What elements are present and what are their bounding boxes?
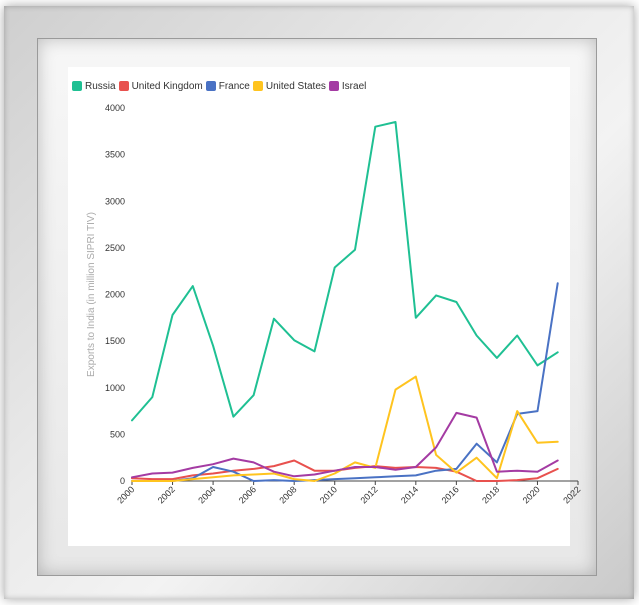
series-line-france <box>131 282 559 482</box>
y-tick-label: 500 <box>110 429 125 439</box>
y-tick-label: 3000 <box>105 196 125 206</box>
y-tick-label: 2000 <box>105 290 125 300</box>
legend-label: United Kingdom <box>131 80 203 92</box>
series-line-russia <box>131 121 559 422</box>
y-tick-label: 1500 <box>105 336 125 346</box>
y-axis-title: Exports to India (in million SIPRI TIV) <box>86 212 97 377</box>
legend-item[interactable]: France <box>205 80 250 92</box>
y-tick-label: 2500 <box>105 243 125 253</box>
legend-swatch <box>72 81 82 91</box>
y-tick-label: 1000 <box>105 383 125 393</box>
x-tick-label: 2016 <box>440 484 461 505</box>
x-tick-label: 2018 <box>480 484 501 505</box>
legend-label: United States <box>265 80 326 92</box>
x-tick-label: 2020 <box>521 484 542 505</box>
legend-label: France <box>218 80 250 92</box>
x-tick-label: 2012 <box>358 484 379 505</box>
y-tick-label: 0 <box>120 476 125 486</box>
legend-item[interactable]: Russia <box>72 81 116 92</box>
legend-swatch <box>118 81 129 91</box>
legend-swatch <box>205 81 216 91</box>
y-tick-label: 4000 <box>105 103 125 113</box>
legend-swatch <box>328 81 339 91</box>
legend-label: Russia <box>85 80 116 92</box>
legend-item[interactable]: United Kingdom <box>118 80 203 92</box>
x-tick-label: 2014 <box>399 484 420 505</box>
x-tick-label: 2022 <box>561 484 582 505</box>
x-tick-label: 2000 <box>115 484 136 505</box>
x-tick-label: 2004 <box>196 484 217 505</box>
x-tick-label: 2008 <box>277 484 298 505</box>
legend-item[interactable]: United States <box>252 80 326 92</box>
x-tick-label: 2006 <box>237 484 258 505</box>
chart-legend: Russia United Kingdom France United States I… <box>72 79 369 93</box>
legend-label: Israel <box>341 80 367 92</box>
x-tick-label: 2010 <box>318 484 339 505</box>
y-tick-label: 3500 <box>105 150 125 160</box>
legend-swatch <box>252 81 263 91</box>
legend-item[interactable]: Israel <box>328 80 367 92</box>
series-line-israel <box>131 411 559 479</box>
x-tick-label: 2002 <box>156 484 177 505</box>
